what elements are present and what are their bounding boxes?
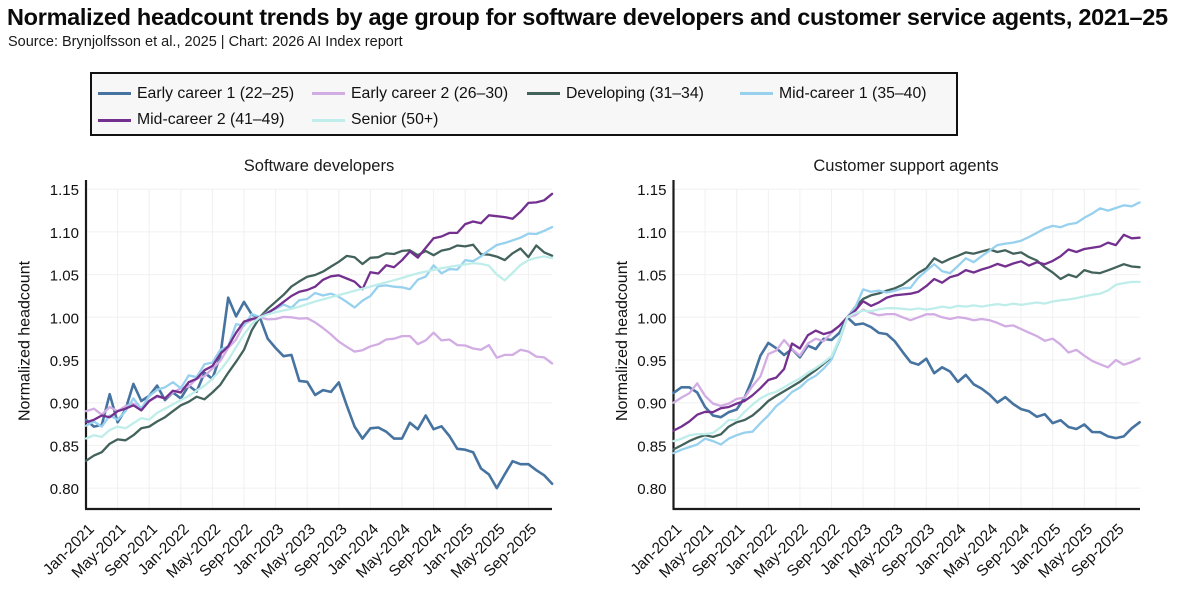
svg-text:0.90: 0.90 bbox=[50, 396, 79, 413]
svg-text:0.85: 0.85 bbox=[50, 438, 79, 455]
svg-text:1.00: 1.00 bbox=[50, 310, 79, 327]
svg-text:0.80: 0.80 bbox=[637, 481, 666, 498]
svg-text:0.95: 0.95 bbox=[637, 353, 666, 370]
svg-text:0.90: 0.90 bbox=[637, 396, 666, 413]
svg-text:1.00: 1.00 bbox=[637, 310, 666, 327]
svg-text:1.05: 1.05 bbox=[50, 268, 79, 285]
svg-text:1.10: 1.10 bbox=[50, 225, 79, 242]
svg-text:1.15: 1.15 bbox=[637, 182, 666, 199]
svg-text:0.95: 0.95 bbox=[50, 353, 79, 370]
svg-text:1.05: 1.05 bbox=[637, 268, 666, 285]
svg-text:0.80: 0.80 bbox=[50, 481, 79, 498]
svg-text:Customer support agents: Customer support agents bbox=[813, 157, 998, 175]
svg-text:1.15: 1.15 bbox=[50, 182, 79, 199]
svg-text:Software developers: Software developers bbox=[244, 157, 394, 175]
svg-text:0.85: 0.85 bbox=[637, 438, 666, 455]
svg-text:1.10: 1.10 bbox=[637, 225, 666, 242]
svg-text:Normalized headcount: Normalized headcount bbox=[17, 260, 34, 421]
svg-text:Normalized headcount: Normalized headcount bbox=[614, 260, 631, 421]
